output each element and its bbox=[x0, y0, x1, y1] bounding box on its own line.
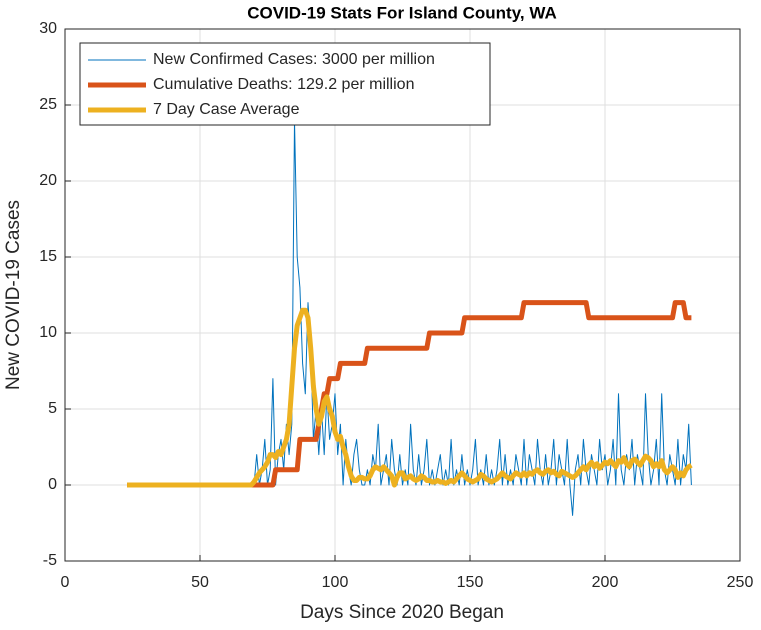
x-tick-label: 0 bbox=[61, 574, 70, 591]
x-tick-label: 100 bbox=[322, 574, 349, 591]
y-axis-label: New COVID-19 Cases bbox=[3, 200, 24, 390]
x-tick-label: 50 bbox=[191, 574, 209, 591]
axes-box bbox=[64, 28, 741, 562]
y-tick-label: 30 bbox=[39, 20, 57, 37]
chart-title: COVID-19 Stats For Island County, WA bbox=[247, 3, 557, 22]
legend-label: Cumulative Deaths: 129.2 per million bbox=[153, 76, 414, 93]
legend-label: New Confirmed Cases: 3000 per million bbox=[153, 51, 435, 68]
y-tick-label: 15 bbox=[39, 248, 57, 265]
x-tick-label: 150 bbox=[457, 574, 484, 591]
y-tick-label: 25 bbox=[39, 96, 57, 113]
x-tick-label: 250 bbox=[727, 574, 754, 591]
legend-box bbox=[79, 42, 491, 126]
legend-label: 7 Day Case Average bbox=[153, 101, 300, 118]
y-tick-label: -5 bbox=[43, 552, 57, 569]
y-tick-label: 0 bbox=[48, 476, 57, 493]
y-tick-label: 5 bbox=[48, 400, 57, 417]
x-axis-label: Days Since 2020 Began bbox=[300, 602, 504, 623]
y-tick-label: 10 bbox=[39, 324, 57, 341]
y-tick-label: 20 bbox=[39, 172, 57, 189]
series-line bbox=[127, 307, 693, 488]
x-tick-label: 200 bbox=[592, 574, 619, 591]
